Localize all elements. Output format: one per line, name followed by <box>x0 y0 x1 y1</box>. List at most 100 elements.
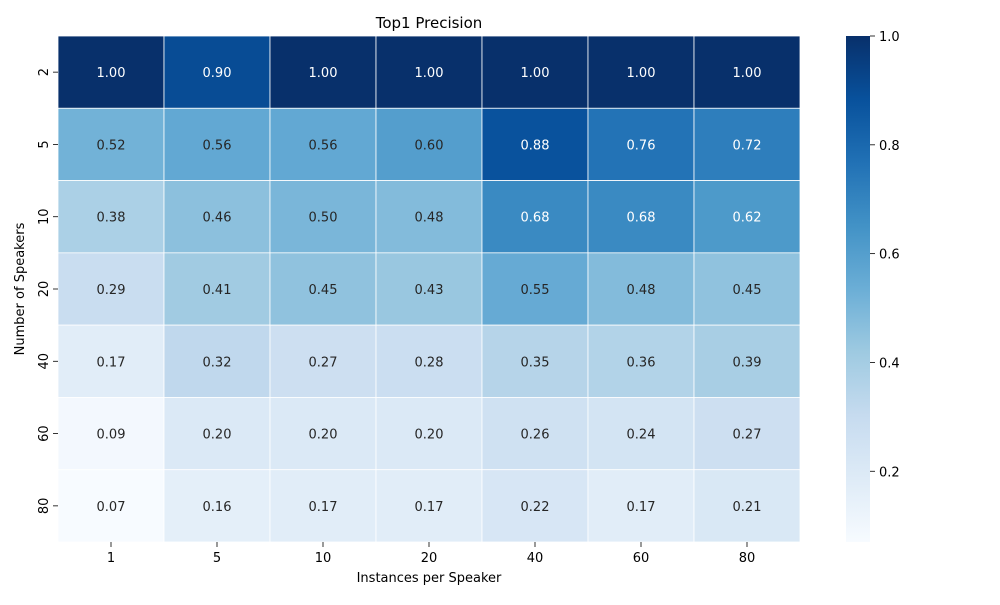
heatmap-cell <box>57 469 165 543</box>
cell-value-label: 0.56 <box>309 138 338 153</box>
heatmap-cell <box>587 469 695 543</box>
heatmap-cell <box>693 469 801 543</box>
cell-value-label: 0.68 <box>627 211 656 226</box>
cell-value-label: 0.09 <box>97 428 126 443</box>
cell-value-label: 1.00 <box>97 66 126 81</box>
x-tick-label: 80 <box>739 551 756 566</box>
cell-value-label: 0.17 <box>97 355 126 370</box>
x-tick-label: 1 <box>107 551 115 566</box>
cell-value-label: 0.90 <box>203 66 232 81</box>
heatmap-cell <box>269 397 377 471</box>
cell-value-label: 0.32 <box>203 355 232 370</box>
cell-value-label: 0.20 <box>415 428 444 443</box>
cell-value-label: 0.17 <box>309 500 338 515</box>
heatmap-cell <box>57 324 165 398</box>
x-tick-label: 5 <box>213 551 221 566</box>
heatmap-cell <box>481 469 589 543</box>
heatmap-cell <box>57 35 165 109</box>
heatmap-cell <box>587 180 695 254</box>
cell-value-label: 0.38 <box>97 211 126 226</box>
colorbar-tick-label: 0.8 <box>879 139 900 154</box>
cell-value-label: 0.45 <box>733 283 762 298</box>
cell-value-label: 0.27 <box>733 428 762 443</box>
heatmap-cell <box>375 35 483 109</box>
cell-value-label: 0.60 <box>415 138 444 153</box>
heatmap-cell <box>163 35 271 109</box>
y-tick-label: 2 <box>37 68 52 76</box>
heatmap-cell <box>587 35 695 109</box>
cell-value-label: 0.20 <box>309 428 338 443</box>
heatmap-cell <box>693 252 801 326</box>
cell-value-label: 0.72 <box>733 138 762 153</box>
colorbar-gradient <box>846 36 870 542</box>
cell-value-label: 0.48 <box>415 211 444 226</box>
colorbar-tick-label: 1.0 <box>879 30 900 45</box>
y-tick-label: 60 <box>37 425 52 442</box>
cell-value-label: 0.22 <box>521 500 550 515</box>
cell-value-label: 0.17 <box>415 500 444 515</box>
heatmap-cell <box>481 180 589 254</box>
cell-value-label: 1.00 <box>733 66 762 81</box>
cell-value-label: 0.29 <box>97 283 126 298</box>
cell-value-label: 0.50 <box>309 211 338 226</box>
heatmap-cells: 1.00 0.90 1.00 1.00 1.00 1.00 1.00 0.52 0.56 0.56… <box>57 35 801 543</box>
cell-value-label: 0.07 <box>97 500 126 515</box>
heatmap-cell <box>163 252 271 326</box>
x-tick-label: 40 <box>527 551 544 566</box>
heatmap-cell <box>375 252 483 326</box>
y-axis-label: Number of Speakers <box>13 222 28 355</box>
heatmap-cell <box>481 397 589 471</box>
y-tick-label: 5 <box>37 140 52 148</box>
heatmap-cell <box>163 180 271 254</box>
cell-value-label: 0.56 <box>203 138 232 153</box>
heatmap-cell <box>163 397 271 471</box>
heatmap-cell <box>269 180 377 254</box>
heatmap-cell <box>693 180 801 254</box>
heatmap-cell <box>375 180 483 254</box>
cell-value-label: 1.00 <box>521 66 550 81</box>
chart-title: Top1 Precision <box>375 14 483 32</box>
y-tick-label: 20 <box>37 281 52 298</box>
heatmap-cell <box>587 252 695 326</box>
cell-value-label: 0.43 <box>415 283 444 298</box>
cell-value-label: 0.41 <box>203 283 232 298</box>
heatmap-cell <box>269 469 377 543</box>
cell-value-label: 0.21 <box>733 500 762 515</box>
cell-value-label: 0.46 <box>203 211 232 226</box>
heatmap-cell <box>481 35 589 109</box>
x-tick-label: 60 <box>633 551 650 566</box>
cell-value-label: 0.55 <box>521 283 550 298</box>
heatmap-cell <box>693 397 801 471</box>
heatmap-cell <box>587 107 695 181</box>
cell-value-label: 1.00 <box>627 66 656 81</box>
cell-value-label: 1.00 <box>415 66 444 81</box>
cell-value-label: 0.52 <box>97 138 126 153</box>
x-tick-label: 10 <box>315 551 332 566</box>
cell-value-label: 0.88 <box>521 138 550 153</box>
cell-value-label: 0.16 <box>203 500 232 515</box>
x-tick-label: 20 <box>421 551 438 566</box>
cell-value-label: 0.39 <box>733 355 762 370</box>
colorbar-tick-label: 0.2 <box>879 465 900 480</box>
y-tick-label: 80 <box>37 498 52 515</box>
heatmap-cell <box>375 397 483 471</box>
heatmap-cell <box>57 252 165 326</box>
colorbar-tick-label: 0.4 <box>879 356 900 371</box>
cell-value-label: 0.62 <box>733 211 762 226</box>
cell-value-label: 0.35 <box>521 355 550 370</box>
cell-value-label: 0.17 <box>627 500 656 515</box>
x-axis: 1 5 10 20 40 60 80 <box>107 542 755 566</box>
heatmap-cell <box>57 397 165 471</box>
cell-value-label: 0.26 <box>521 428 550 443</box>
cell-value-label: 0.28 <box>415 355 444 370</box>
heatmap-cell <box>269 107 377 181</box>
y-tick-label: 40 <box>37 353 52 370</box>
cell-value-label: 0.24 <box>627 428 656 443</box>
heatmap-cell <box>57 180 165 254</box>
heatmap-cell <box>269 35 377 109</box>
cell-value-label: 0.45 <box>309 283 338 298</box>
heatmap-cell <box>693 324 801 398</box>
cell-value-label: 1.00 <box>309 66 338 81</box>
y-axis: 2 5 10 20 40 60 80 <box>37 68 58 514</box>
